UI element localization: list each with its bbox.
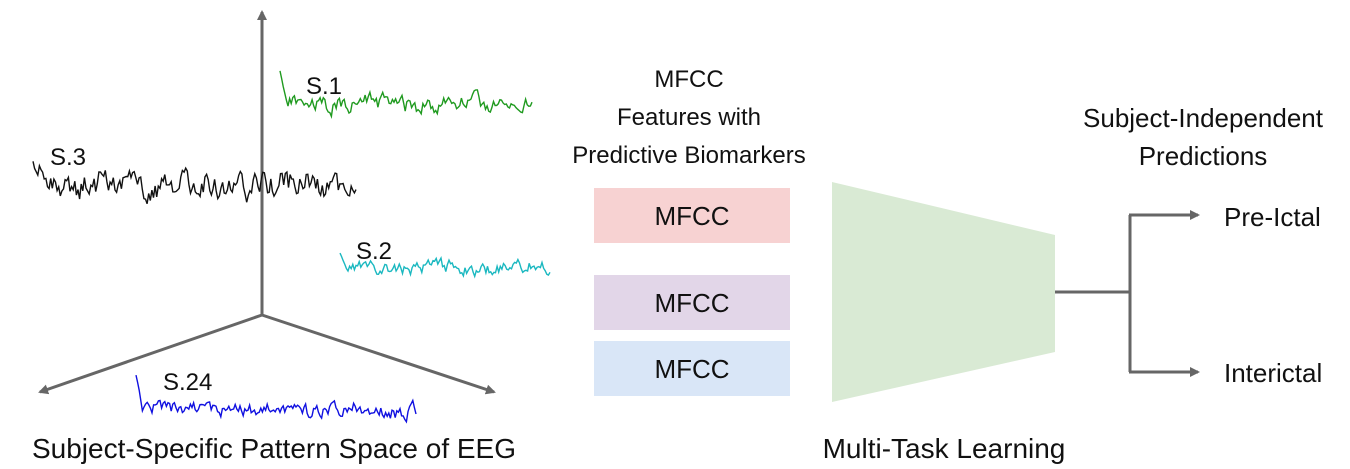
- axis-left: [38, 313, 263, 395]
- signal-label-s3: S.3: [50, 144, 86, 171]
- features-header-line-1: MFCC: [654, 66, 723, 93]
- pattern-space-caption: Subject-Specific Pattern Space of EEG: [32, 433, 516, 464]
- mfcc-box-3-fill: [594, 341, 790, 396]
- mfcc-box-2-fill: [594, 275, 790, 330]
- features-header: MFCC Features with Predictive Biomarkers: [572, 66, 805, 169]
- eeg-signal-s24: [135, 374, 417, 424]
- signal-label-s24: S.24: [163, 369, 212, 396]
- mfcc-box-2-label: MFCC: [654, 288, 729, 318]
- mfcc-box-3: MFCC: [594, 341, 790, 396]
- output-label-preictal: Pre-Ictal: [1224, 202, 1321, 232]
- mfcc-box-2: MFCC: [594, 275, 790, 330]
- multi-task-model-shape: [832, 182, 1055, 402]
- axis-right: [261, 313, 496, 395]
- multi-task-caption: Multi-Task Learning: [823, 433, 1066, 464]
- predictions-header-line-1: Subject-Independent: [1083, 103, 1324, 133]
- eeg-signal-s3: [32, 161, 357, 205]
- mfcc-box-3-label: MFCC: [654, 354, 729, 384]
- output-label-interictal: Interictal: [1224, 358, 1322, 388]
- signal-label-s2: S.2: [356, 238, 392, 265]
- eeg-signal-s2: [339, 252, 551, 279]
- eeg-signals: [32, 70, 551, 424]
- signal-label-s1: S.1: [306, 73, 342, 100]
- mfcc-box-1-fill: [594, 188, 790, 243]
- features-header-line-2: Features with: [617, 104, 761, 131]
- eeg-signal-s1: [279, 70, 533, 120]
- pattern-space-axes: [38, 10, 496, 395]
- mfcc-box-1-label: MFCC: [654, 201, 729, 231]
- predictions-header-line-2: Predictions: [1139, 141, 1268, 171]
- features-header-line-3: Predictive Biomarkers: [572, 142, 805, 169]
- prediction-branches: [1055, 210, 1200, 377]
- mfcc-box-1: MFCC: [594, 188, 790, 243]
